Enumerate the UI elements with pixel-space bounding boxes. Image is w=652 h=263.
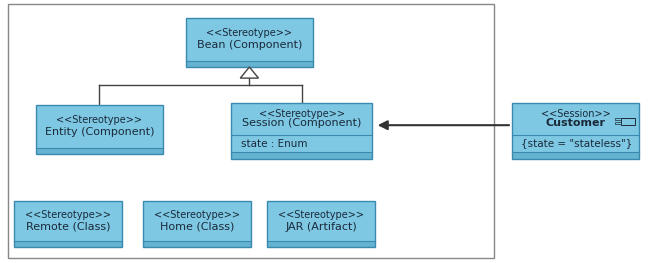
Text: Remote (Class): Remote (Class) — [26, 221, 110, 231]
Bar — [615, 118, 621, 120]
Bar — [8, 4, 494, 258]
Bar — [143, 201, 251, 247]
Bar — [231, 103, 372, 159]
Bar — [14, 241, 122, 247]
Text: Customer: Customer — [545, 119, 606, 129]
Text: <<Stereotype>>: <<Stereotype>> — [207, 28, 292, 38]
Bar — [267, 241, 375, 247]
Bar — [143, 241, 251, 247]
Bar — [231, 152, 372, 159]
Text: <<Stereotype>>: <<Stereotype>> — [259, 109, 344, 119]
Text: <<Stereotype>>: <<Stereotype>> — [25, 210, 111, 220]
Text: {state = "stateless"}: {state = "stateless"} — [521, 139, 632, 149]
Bar — [36, 105, 163, 154]
Bar — [615, 122, 621, 124]
Text: Session (Component): Session (Component) — [242, 119, 361, 129]
Text: Bean (Component): Bean (Component) — [197, 40, 302, 50]
Bar — [186, 18, 313, 67]
Text: <<Stereotype>>: <<Stereotype>> — [278, 210, 364, 220]
Bar — [14, 201, 122, 247]
Text: JAR (Artifact): JAR (Artifact) — [285, 221, 357, 231]
Text: Home (Class): Home (Class) — [160, 221, 235, 231]
Polygon shape — [240, 67, 258, 78]
Bar — [512, 152, 639, 159]
Bar — [186, 61, 313, 67]
Bar — [267, 201, 375, 247]
Text: <<Stereotype>>: <<Stereotype>> — [155, 210, 240, 220]
Bar — [36, 148, 163, 154]
Bar — [621, 118, 635, 125]
Text: <<Stereotype>>: <<Stereotype>> — [57, 115, 142, 125]
Text: state : Enum: state : Enum — [241, 139, 308, 149]
Text: Entity (Component): Entity (Component) — [45, 127, 154, 137]
Text: <<Session>>: <<Session>> — [541, 109, 610, 119]
Bar — [512, 103, 639, 159]
